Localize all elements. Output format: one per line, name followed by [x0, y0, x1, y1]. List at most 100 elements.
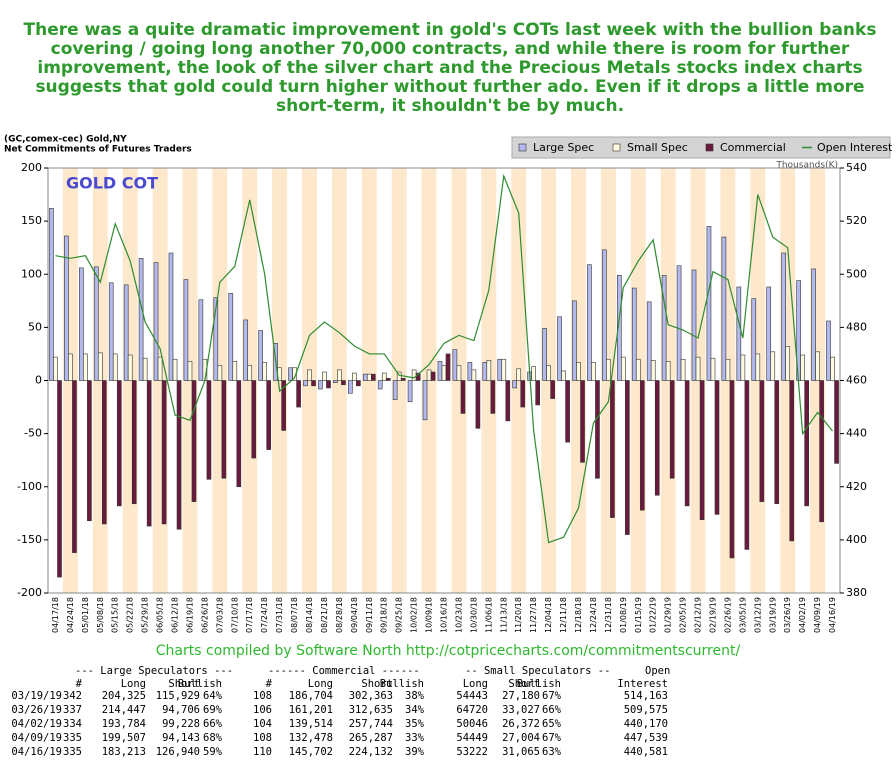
- bar: [138, 258, 144, 381]
- bar: [172, 358, 178, 381]
- bar: [475, 380, 481, 429]
- bar: [57, 380, 62, 578]
- y2-tick-label: 520: [846, 214, 867, 227]
- x-tick-label: 06/12/18: [171, 597, 180, 633]
- y-tick-label: 0: [35, 374, 42, 387]
- x-tick-label: 10/02/18: [410, 597, 419, 633]
- bar: [699, 380, 705, 520]
- table-cell: 110: [253, 746, 272, 758]
- bar: [736, 286, 742, 381]
- bar: [228, 293, 234, 381]
- bar: [191, 380, 197, 502]
- headline-line: short-term, it shouldn't be by much.: [276, 96, 624, 116]
- bar: [661, 275, 667, 381]
- bar: [646, 301, 652, 381]
- x-tick-label: 05/15/18: [111, 597, 120, 633]
- legend-label: Open Interest: [817, 141, 893, 154]
- bar: [714, 380, 720, 515]
- table-cell: 257,744: [349, 718, 393, 730]
- bar: [490, 380, 496, 414]
- bar: [168, 252, 174, 381]
- table-cell: 224,132: [349, 746, 393, 758]
- table-cell: 39%: [405, 746, 425, 758]
- x-tick-label: 08/14/18: [305, 597, 314, 633]
- table-cell: 94,143: [162, 732, 200, 744]
- x-tick-label: 07/17/18: [245, 597, 254, 633]
- legend-label: Large Spec: [533, 141, 594, 154]
- table-cell: 334: [63, 718, 82, 730]
- bar: [64, 235, 69, 381]
- legend-label: Commercial: [720, 141, 786, 154]
- bar: [333, 380, 338, 383]
- x-tick-label: 09/11/18: [365, 597, 374, 633]
- x-tick-label: 04/16/19: [828, 597, 837, 633]
- chart-info: (GC,comex-cec) Gold,NY: [4, 135, 127, 145]
- x-tick-label: 06/19/18: [185, 597, 194, 633]
- table-cell: 50046: [456, 718, 488, 730]
- line: [55, 173, 833, 544]
- bar: [396, 371, 402, 381]
- bar: [68, 353, 73, 381]
- bar: [460, 380, 466, 414]
- table-cell: 04/09/19: [11, 732, 62, 744]
- bar: [834, 380, 839, 464]
- x-tick-label: 10/16/18: [440, 597, 449, 633]
- bar: [650, 360, 656, 381]
- bar: [625, 380, 630, 535]
- bar: [400, 378, 406, 381]
- table-cell: 509,575: [624, 704, 668, 716]
- bar: [232, 361, 238, 381]
- bar: [337, 369, 342, 381]
- bar: [53, 356, 58, 381]
- x-tick-label: 08/28/18: [335, 597, 344, 633]
- y2-tick-label: 500: [846, 267, 867, 280]
- table-cell: 514,163: [624, 690, 668, 702]
- table-cell: 126,940: [156, 746, 200, 758]
- x-tick-label: 10/09/18: [425, 597, 434, 633]
- bar: [83, 353, 88, 381]
- table-cell: 447,539: [624, 732, 668, 744]
- bar: [93, 266, 99, 381]
- bar: [591, 362, 596, 381]
- bar: [635, 358, 641, 381]
- bar: [710, 357, 716, 381]
- bar: [580, 380, 585, 463]
- bar: [482, 362, 488, 381]
- bar: [281, 380, 286, 431]
- bar: [639, 380, 645, 511]
- bar: [356, 380, 361, 387]
- table-cell: 64%: [203, 690, 223, 702]
- bar: [243, 319, 249, 381]
- x-tick-label: 11/27/18: [529, 597, 538, 633]
- table-cell: 03/19/19: [11, 690, 62, 702]
- x-tick-label: 03/19/19: [768, 597, 777, 633]
- table-cell: 186,704: [289, 690, 333, 702]
- bar: [407, 380, 413, 403]
- x-tick-label: 06/05/18: [156, 597, 165, 633]
- bar: [146, 380, 152, 527]
- table-cell: 53222: [456, 746, 488, 758]
- x-tick-label: 11/20/18: [514, 597, 523, 633]
- bar: [347, 380, 353, 394]
- table-column: Long: [308, 678, 333, 690]
- bar: [706, 226, 712, 381]
- x-tick-label: 02/26/19: [723, 597, 732, 633]
- x-tick-label: 01/29/19: [664, 597, 673, 633]
- bar: [616, 275, 622, 381]
- table-cell: 115,929: [156, 690, 200, 702]
- x-tick-label: 04/02/19: [798, 597, 807, 633]
- table-column: Bullish: [380, 678, 424, 690]
- table-cell: 67%: [542, 732, 562, 744]
- table-cell: 199,507: [102, 732, 146, 744]
- bar: [804, 380, 809, 507]
- legend-label: Small Spec: [627, 141, 688, 154]
- bar: [654, 380, 660, 496]
- y-tick-label: 100: [21, 267, 42, 280]
- bar: [740, 354, 746, 381]
- bar: [307, 369, 312, 381]
- bar: [497, 358, 503, 381]
- bar: [176, 380, 182, 530]
- table-cell: 145,702: [289, 746, 333, 758]
- x-tick-label: 08/07/18: [290, 597, 299, 633]
- table-group: Open: [645, 665, 670, 677]
